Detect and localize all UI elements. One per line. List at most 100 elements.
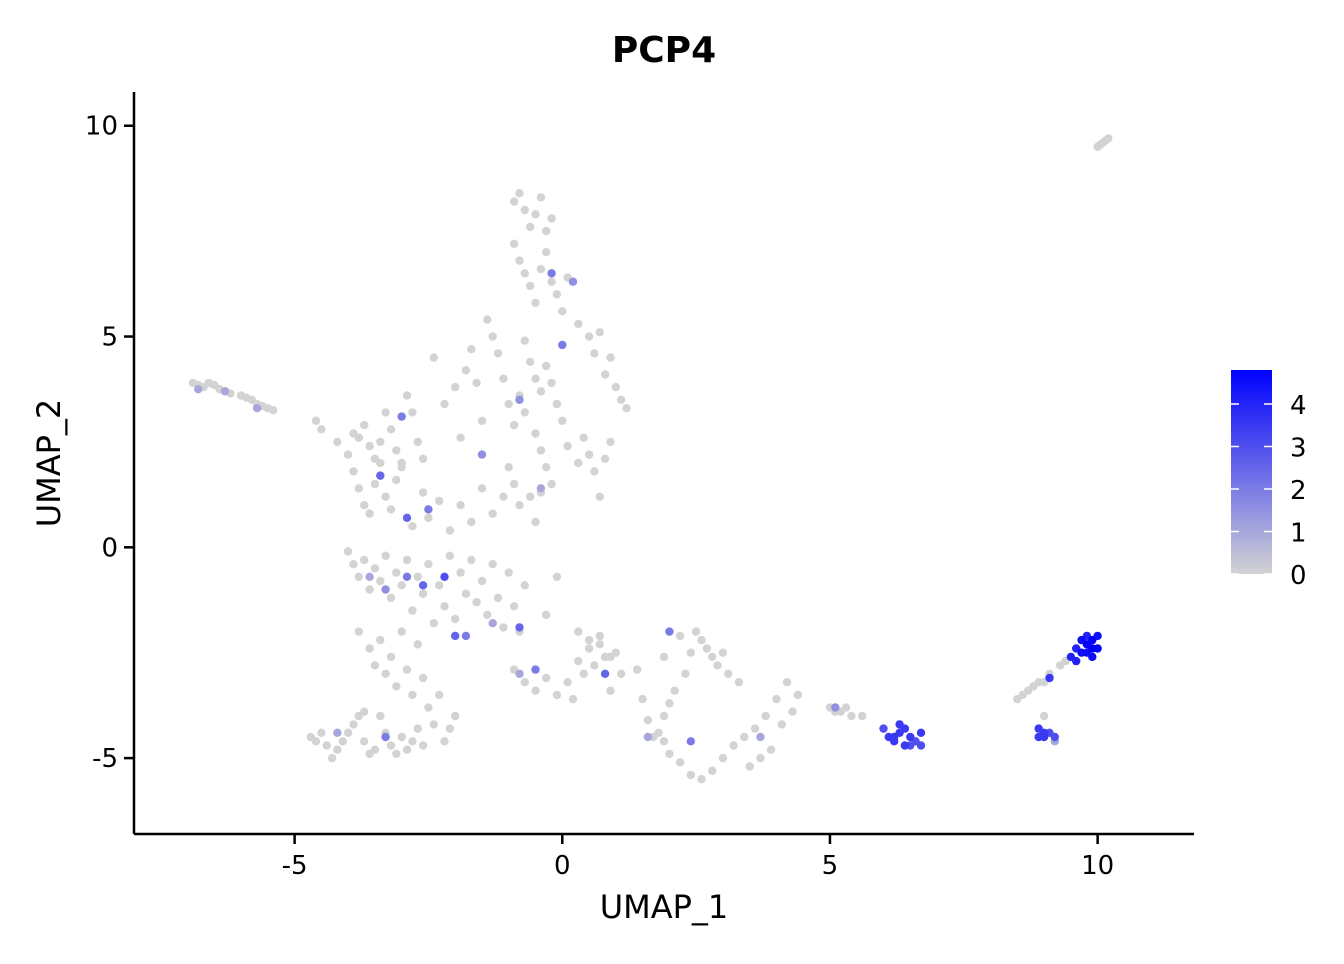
data-point — [552, 399, 562, 409]
data-point — [402, 745, 412, 754]
data-point — [472, 597, 481, 607]
data-point — [536, 264, 546, 274]
data-point — [665, 699, 674, 708]
data-point — [269, 406, 278, 415]
data-point — [499, 374, 508, 383]
data-point — [579, 433, 588, 442]
data-point — [386, 425, 396, 434]
data-point — [418, 581, 428, 590]
data-point — [686, 737, 695, 746]
colorbar-tick-label: 1 — [1290, 519, 1307, 549]
data-point — [424, 505, 433, 514]
data-point — [670, 686, 679, 695]
data-point — [659, 737, 669, 746]
data-point — [1039, 711, 1049, 721]
data-point — [354, 433, 363, 442]
y-tick-label: 10 — [85, 112, 118, 142]
data-point — [579, 669, 588, 678]
data-point — [354, 484, 363, 493]
data-point — [365, 509, 374, 518]
data-point — [483, 315, 492, 324]
data-point — [595, 640, 604, 649]
data-point — [488, 509, 497, 518]
data-point — [520, 408, 529, 417]
data-point — [1072, 656, 1081, 666]
data-point — [643, 716, 653, 725]
data-point — [504, 463, 513, 472]
data-point — [568, 694, 578, 704]
data-point — [756, 753, 765, 763]
data-point — [724, 669, 733, 678]
data-point — [509, 197, 519, 206]
data-point — [536, 484, 546, 493]
data-point — [552, 572, 562, 581]
data-point — [761, 711, 770, 721]
data-point — [493, 349, 503, 358]
data-point — [515, 623, 524, 632]
data-point — [766, 745, 776, 754]
data-point — [595, 492, 604, 501]
data-point — [793, 690, 802, 700]
data-point — [402, 513, 412, 522]
data-point — [520, 581, 529, 590]
color-legend: 0 1 2 3 4 — [1231, 370, 1307, 591]
data-point — [386, 741, 396, 750]
x-tick-label: 10 — [1081, 851, 1114, 881]
chart-title: PCP4 — [612, 30, 716, 71]
data-point — [461, 589, 471, 598]
data-point — [488, 560, 497, 569]
data-point — [381, 732, 390, 742]
data-point — [686, 770, 695, 780]
colorbar-tick-label: 3 — [1290, 434, 1307, 464]
data-point — [343, 450, 353, 459]
data-point — [376, 635, 385, 645]
data-point — [574, 458, 583, 468]
data-point — [745, 762, 754, 771]
x-tick-label: 0 — [554, 851, 571, 881]
data-point — [584, 450, 594, 459]
data-point — [381, 669, 390, 678]
data-point — [504, 568, 513, 577]
data-point — [370, 745, 380, 754]
data-point — [1093, 644, 1102, 653]
data-point — [461, 366, 471, 375]
data-point — [488, 332, 497, 341]
data-point — [397, 732, 406, 742]
data-point — [515, 669, 524, 678]
data-point — [440, 602, 449, 611]
data-point — [194, 385, 203, 394]
data-point — [376, 711, 385, 721]
data-point — [718, 753, 728, 763]
data-point — [392, 446, 401, 455]
data-point — [734, 678, 744, 687]
data-point — [311, 737, 321, 746]
data-point — [563, 441, 572, 451]
data-point — [542, 610, 551, 619]
data-point — [365, 644, 374, 653]
data-point — [756, 732, 765, 742]
data-point — [606, 353, 615, 362]
data-point — [402, 665, 412, 674]
data-point — [322, 741, 331, 750]
points-layer — [188, 134, 1113, 784]
data-point — [697, 635, 706, 645]
data-point — [418, 488, 428, 497]
data-point — [574, 319, 583, 329]
data-point — [890, 732, 899, 742]
data-point — [515, 256, 524, 265]
data-point — [483, 610, 492, 619]
data-point — [467, 345, 476, 354]
data-point — [429, 720, 438, 729]
data-point — [370, 479, 380, 489]
data-point — [333, 745, 342, 754]
data-point — [633, 665, 642, 674]
data-point — [317, 425, 326, 434]
x-axis-label: UMAP_1 — [600, 888, 729, 926]
data-point — [606, 652, 615, 662]
data-point — [595, 631, 604, 641]
data-point — [606, 686, 615, 695]
data-point — [499, 623, 508, 632]
data-point — [681, 669, 690, 678]
y-tick-label: -5 — [92, 744, 118, 774]
